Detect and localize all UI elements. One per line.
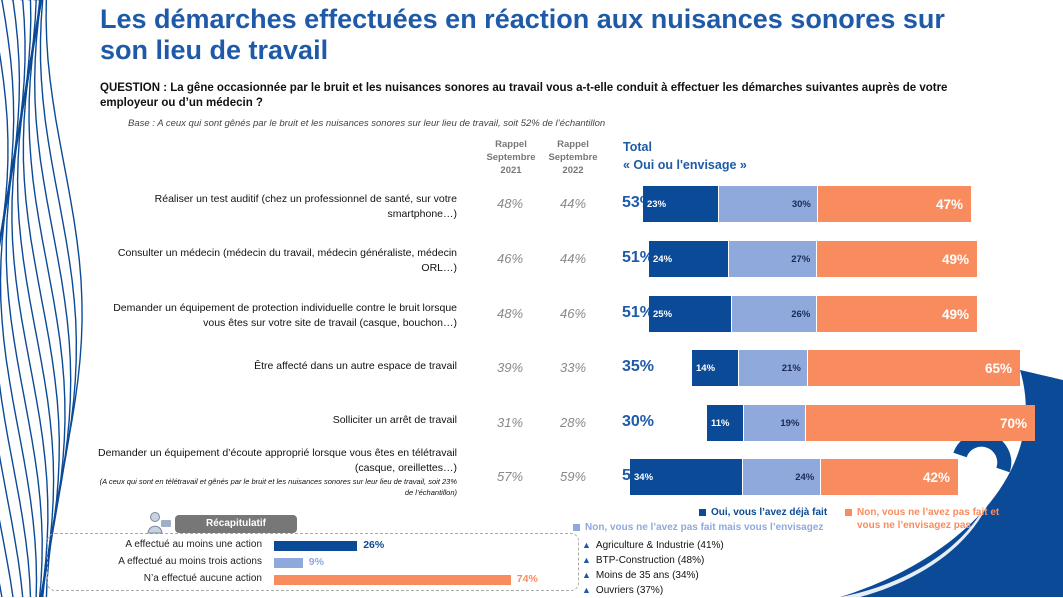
bar-segment-done: 14% — [692, 350, 738, 386]
segment-label: Ouvriers (37%) — [595, 585, 664, 596]
recap-label: N’a effectué aucune action — [143, 573, 262, 584]
segment-label: Agriculture & Industrie (41%) — [595, 540, 724, 551]
bar-segment-done: 11% — [707, 405, 744, 441]
legend-item-not: Non, vous ne l’avez pas fait et vous ne … — [845, 506, 1015, 532]
header-total: Total « Oui ou l'envisage » — [623, 138, 783, 174]
segment-item: ▲ Ouvriers (37%) — [582, 583, 724, 598]
bar-segment-done: 34% — [630, 459, 742, 495]
bar-segment-considering: 19% — [743, 405, 806, 441]
bar-segment-not: 70% — [805, 405, 1035, 441]
stacked-bar: 34% 24% 42% — [630, 459, 958, 495]
rappel-2021-value: 48% — [496, 196, 524, 211]
rappel-2021-value: 39% — [496, 360, 524, 375]
row-label-text: Réaliser un test auditif (chez un profes… — [154, 193, 457, 220]
legend-swatch-not — [845, 509, 852, 516]
legend-label-not: Non, vous ne l’avez pas fait et vous ne … — [857, 507, 1000, 531]
stacked-bar: 24% 27% 49% — [649, 241, 977, 277]
recap-label: A effectué au moins trois actions — [118, 556, 262, 567]
row-label: Demander un équipement d’écoute appropri… — [97, 446, 457, 498]
recap-value: 74% — [516, 573, 538, 585]
triangle-up-icon: ▲ — [582, 570, 591, 580]
rappel-2022-value: 33% — [559, 360, 587, 375]
header-rappel-2022: Rappel Septembre 2022 — [548, 139, 598, 176]
bar-segment-not: 65% — [806, 350, 1020, 386]
bar-segment-considering: 24% — [741, 459, 821, 495]
recap-bar — [274, 558, 303, 568]
segment-item: ▲ Agriculture & Industrie (41%) — [582, 538, 724, 553]
bar-segment-not: 47% — [816, 186, 971, 222]
triangle-up-icon: ▲ — [582, 540, 591, 550]
bar-segment-done: 23% — [643, 186, 719, 222]
row-label: Consulter un médecin (médecin du travail… — [97, 246, 457, 276]
legend-item-considering: Non, vous ne l’avez pas fait mais vous l… — [573, 521, 843, 534]
stacked-bar: 11% 19% 70% — [707, 405, 1035, 441]
row-label-note: (A ceux qui sont en télétravail et gênés… — [99, 477, 457, 497]
triangle-up-icon: ▲ — [582, 585, 591, 595]
row-label-text: Demander un équipement d’écoute appropri… — [98, 447, 457, 474]
legend-label-considering: Non, vous ne l’avez pas fait mais vous l… — [585, 522, 824, 533]
row-label: Réaliser un test auditif (chez un profes… — [97, 192, 457, 222]
legend-swatch-done — [699, 509, 706, 516]
bar-segment-not: 49% — [816, 241, 977, 277]
row-label: Demander un équipement de protection ind… — [97, 301, 457, 331]
recap-value: 9% — [308, 556, 324, 568]
rappel-2021-value: 31% — [496, 415, 524, 430]
rappel-2021-value: 57% — [496, 469, 524, 484]
legend-item-done: Oui, vous l’avez déjà fait — [699, 506, 827, 519]
segment-list: ▲ Agriculture & Industrie (41%) ▲ BTP-Cons… — [582, 538, 724, 598]
bar-segment-done: 24% — [649, 241, 728, 277]
rappel-2022-value: 59% — [559, 469, 587, 484]
person-icon — [147, 512, 171, 534]
header-rappel-2021: Rappel Septembre 2021 — [486, 139, 536, 176]
segment-label: BTP-Construction (48%) — [595, 555, 705, 566]
legend-label-done: Oui, vous l’avez déjà fait — [711, 507, 828, 518]
bar-segment-considering: 27% — [727, 241, 817, 277]
bar-segment-not: 49% — [816, 296, 977, 332]
total-value: 35% — [622, 358, 655, 375]
bar-segment-done: 25% — [649, 296, 731, 332]
total-value: 30% — [622, 413, 655, 430]
segment-item: ▲ Moins de 35 ans (34%) — [582, 568, 724, 583]
row-label: Solliciter un arrêt de travail — [97, 413, 457, 428]
bar-segment-considering: 26% — [731, 296, 817, 332]
stacked-bar: 25% 26% 49% — [649, 296, 977, 332]
recap-title: Récapitulatif — [175, 515, 297, 533]
base-note: Base : A ceux qui sont gênés par le brui… — [128, 118, 606, 129]
bar-segment-considering: 21% — [737, 350, 807, 386]
page-title: Les démarches effectuées en réaction aux… — [100, 4, 945, 65]
recap-bar — [274, 541, 358, 551]
rappel-2022-value: 28% — [559, 415, 587, 430]
legend-swatch-considering — [573, 524, 580, 531]
header-total-subtitle: « Oui ou l'envisage » — [623, 158, 747, 172]
recap-label: A effectué au moins une action — [125, 539, 262, 550]
question-text: QUESTION : La gêne occasionnée par le br… — [100, 82, 948, 109]
header-total-title: Total — [623, 140, 652, 154]
rappel-2021-value: 48% — [496, 306, 524, 321]
row-label-text: Solliciter un arrêt de travail — [332, 414, 457, 426]
row-label-text: Consulter un médecin (médecin du travail… — [117, 247, 457, 274]
total-value: 51% — [622, 304, 655, 321]
triangle-up-icon: ▲ — [582, 555, 591, 565]
total-value: 51% — [622, 249, 655, 266]
rappel-2022-value: 44% — [559, 196, 587, 211]
rappel-2021-value: 46% — [496, 251, 524, 266]
recap-value: 26% — [363, 539, 385, 551]
rappel-2022-value: 46% — [559, 306, 587, 321]
recap-panel — [47, 533, 579, 591]
bar-segment-considering: 30% — [718, 186, 817, 222]
row-label-text: Être affecté dans un autre espace de tra… — [254, 360, 457, 372]
segment-label: Moins de 35 ans (34%) — [595, 570, 699, 581]
rappel-2022-value: 44% — [559, 251, 587, 266]
stacked-bar: 14% 21% 65% — [692, 350, 1020, 386]
stacked-bar: 23% 30% 47% — [643, 186, 971, 222]
segment-item: ▲ BTP-Construction (48%) — [582, 553, 724, 568]
row-label: Être affecté dans un autre espace de tra… — [97, 359, 457, 374]
bar-segment-not: 42% — [820, 459, 958, 495]
recap-bar — [274, 575, 511, 585]
row-label-text: Demander un équipement de protection ind… — [113, 302, 457, 329]
